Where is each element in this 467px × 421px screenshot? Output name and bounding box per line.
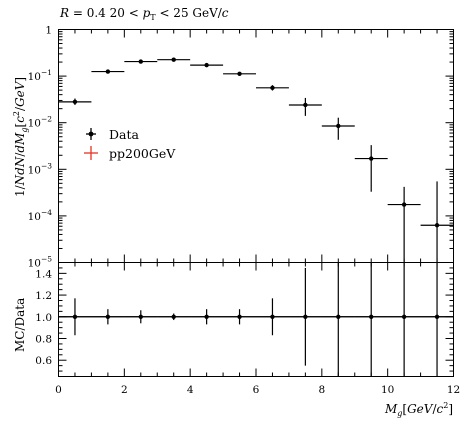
top-y-axis-label: 1/NdN/dMg[c2/GeV]: [12, 77, 29, 197]
legend-label-data: Data: [109, 127, 139, 142]
data-point: [190, 62, 224, 68]
bottom-panel: 0.6 0.8 1.0 1.2 1.4 0 2 4 6 8 10 12: [35, 262, 460, 396]
bottom-data-points: [58, 262, 454, 377]
x-tick-label: 0: [55, 384, 62, 396]
data-point: [387, 186, 421, 263]
top-data-points: [58, 57, 454, 263]
ratio-point: [288, 267, 322, 366]
top-y-tick-label: 10−4: [28, 208, 53, 223]
top-panel: 1 10−1 10−2 10−3 10−4 10−5: [28, 25, 454, 270]
legend-marker-data: [86, 128, 96, 140]
ratio-point: [321, 262, 355, 377]
ratio-point: [157, 313, 191, 321]
bottom-y-tick-label: 1.4: [35, 268, 52, 280]
ratio-point: [223, 309, 256, 325]
ratio-point: [387, 262, 421, 377]
x-tick-labels: 0 2 4 6 8 10 12: [55, 384, 460, 396]
x-tick-label: 2: [121, 384, 128, 396]
top-y-tick-label: 1: [45, 25, 52, 37]
data-point: [124, 59, 158, 64]
x-tick-label: 4: [187, 384, 194, 396]
x-axis-label: Mg[GeV/c2]: [384, 401, 453, 418]
ratio-point: [91, 309, 125, 325]
legend-label-pp200gev: pp200GeV: [109, 146, 176, 161]
top-y-tick-label: 10−1: [28, 68, 52, 83]
data-point: [288, 97, 322, 116]
ratio-point: [420, 262, 454, 377]
legend: Data pp200GeV: [84, 127, 176, 161]
x-tick-label: 10: [381, 384, 394, 396]
ratio-point: [124, 310, 158, 324]
ratio-point: [256, 298, 289, 336]
ratio-point: [58, 298, 92, 336]
data-point: [354, 145, 388, 192]
x-tick-label: 6: [253, 384, 260, 396]
ratio-point: [354, 262, 388, 377]
legend-marker-pp200gev: [84, 146, 98, 160]
data-point: [223, 71, 256, 77]
data-point: [420, 181, 454, 263]
bottom-y-tick-label: 1.2: [35, 290, 52, 302]
top-y-tick-labels: 1 10−1 10−2 10−3 10−4 10−5: [28, 25, 53, 270]
top-y-tick-label: 10−5: [28, 255, 53, 270]
bottom-y-tick-label: 0.6: [35, 355, 52, 367]
data-point: [58, 98, 92, 105]
bottom-ticks: [58, 262, 454, 377]
bottom-panel-frame: [58, 262, 454, 377]
bottom-y-axis-label: MC/Data: [13, 298, 27, 352]
x-tick-label: 8: [318, 384, 325, 396]
ratio-point: [190, 309, 224, 325]
bottom-y-tick-labels: 0.6 0.8 1.0 1.2 1.4: [35, 268, 52, 367]
top-y-tick-label: 10−3: [28, 161, 53, 176]
data-point: [321, 117, 355, 140]
data-point: [256, 85, 289, 91]
top-y-tick-label: 10−2: [28, 115, 53, 130]
bottom-y-tick-label: 1.0: [35, 312, 52, 324]
bottom-y-tick-label: 0.8: [35, 334, 52, 346]
chart-title: R = 0.4 20 < pT < 25 GeV/c: [59, 6, 229, 22]
data-point: [157, 57, 191, 62]
data-point: [91, 69, 125, 74]
x-tick-label: 12: [447, 384, 460, 396]
